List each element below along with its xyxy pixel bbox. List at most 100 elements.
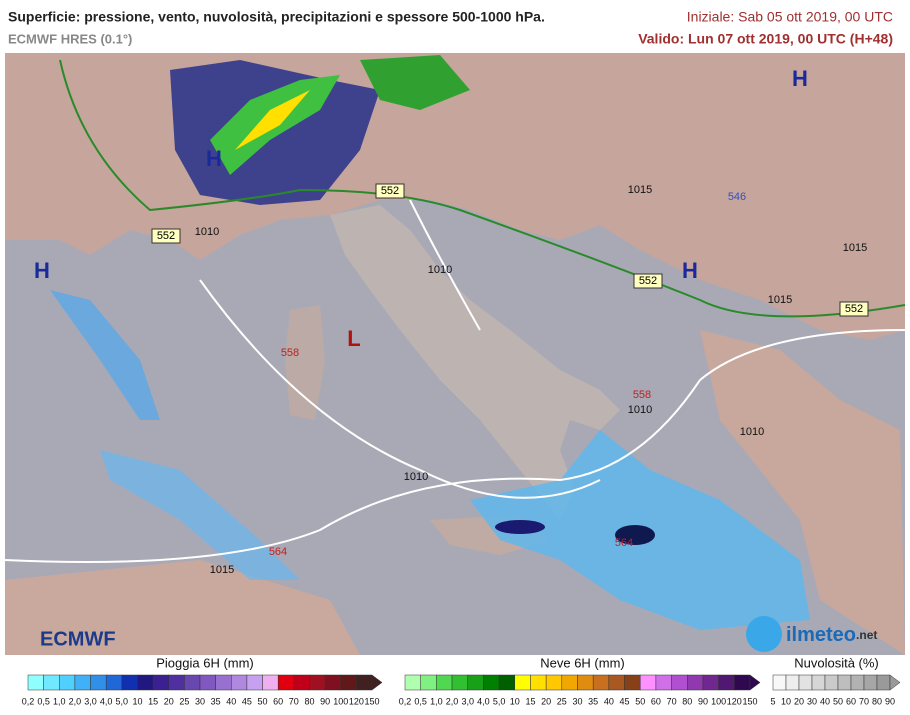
map	[4, 53, 906, 655]
isoline-label: 558	[281, 347, 299, 359]
legend-label: 0,2	[22, 696, 35, 706]
legend-label: 1,0	[430, 696, 443, 706]
legend-label: 0,5	[37, 696, 50, 706]
isoline-label: 552	[157, 230, 175, 242]
precip-sw	[100, 450, 300, 580]
init-time: Iniziale: Sab 05 ott 2019, 00 UTC	[687, 9, 893, 25]
legend-swatch	[184, 674, 201, 691]
legend-swatch	[137, 674, 154, 691]
legend-label: 15	[525, 696, 535, 706]
isoline-label: 1015	[843, 242, 867, 254]
legend-swatch	[59, 674, 76, 691]
isoline-label: 546	[728, 191, 746, 203]
legend-label: 15	[148, 696, 158, 706]
balkans	[700, 330, 905, 655]
legend-swatch	[467, 674, 484, 691]
legend-label: 10	[781, 696, 791, 706]
isobar	[199, 279, 601, 499]
legend-label: 30	[807, 696, 817, 706]
legend-swatch	[404, 674, 421, 691]
legend-swatch	[498, 674, 516, 691]
legend-swatch	[545, 674, 563, 691]
legend-label: 0,2	[399, 696, 412, 706]
legend-swatch	[863, 674, 878, 691]
legend-label: 60	[846, 696, 856, 706]
legend-label: 45	[620, 696, 630, 706]
title: Superficie: pressione, vento, nuvolosità…	[8, 9, 545, 25]
isoline-label: 1015	[210, 564, 234, 576]
isoline-label: 552	[381, 185, 399, 197]
label-box	[375, 183, 405, 199]
legend-swatch	[43, 674, 60, 691]
legend-swatch	[592, 674, 610, 691]
isoline-label: 564	[615, 537, 633, 549]
legend-swatch	[436, 674, 453, 691]
legend-swatch	[420, 674, 437, 691]
legend-label: 0,5	[414, 696, 427, 706]
legend-swatch	[671, 674, 688, 691]
legend-arrow	[889, 674, 901, 691]
legend-swatch	[74, 674, 91, 691]
logo-suffix: .net	[856, 628, 877, 642]
legend-label: 70	[667, 696, 677, 706]
legend-label: 150	[364, 696, 379, 706]
legend-swatch	[231, 674, 248, 691]
isoline-label: 1010	[428, 264, 452, 276]
africa	[5, 560, 360, 655]
legend-swatch	[785, 674, 800, 691]
legend-swatch	[356, 674, 373, 691]
legend-label: 5,0	[493, 696, 506, 706]
valid-time: Valido: Lun 07 ott 2019, 00 UTC (H+48)	[638, 31, 893, 47]
legend-label: 4,0	[100, 696, 113, 706]
legend-label: 35	[588, 696, 598, 706]
legend-swatch	[514, 674, 531, 691]
legend-label: 100	[333, 696, 348, 706]
pressure-center: H	[206, 146, 222, 171]
legend-swatch	[702, 674, 719, 691]
legend-swatch	[837, 674, 852, 691]
precip-core	[615, 525, 655, 545]
logo-text: ilmeteo	[786, 624, 856, 646]
label-box	[633, 273, 663, 289]
legend-swatch	[850, 674, 865, 691]
legend-label: 35	[211, 696, 221, 706]
legend-label: 100	[711, 696, 726, 706]
isoline-label: 552	[845, 303, 863, 315]
legend-label: 90	[320, 696, 330, 706]
label-box	[151, 228, 181, 244]
legend-swatch	[687, 674, 704, 691]
legend-label: 60	[273, 696, 283, 706]
legend-label: 20	[164, 696, 174, 706]
legend-label: 70	[859, 696, 869, 706]
isoline-label: 1010	[628, 404, 652, 416]
pressure-center: H	[792, 66, 808, 91]
legend-swatch	[152, 674, 169, 691]
legend-swatch	[121, 674, 138, 691]
legend-label: 20	[794, 696, 804, 706]
legend-title: Nuvolosità (%)	[794, 655, 879, 670]
legend-label: 3,0	[461, 696, 474, 706]
isobar	[4, 329, 906, 563]
logo-ecmwf: ECMWF	[40, 628, 116, 650]
legend-swatch	[824, 674, 839, 691]
legend-swatch	[639, 674, 657, 691]
legend-label: 4,0	[477, 696, 490, 706]
legend-label: 30	[195, 696, 205, 706]
snow-alps	[360, 55, 470, 110]
label-box	[839, 301, 869, 317]
legend-label: 45	[242, 696, 252, 706]
legend-label: 70	[289, 696, 299, 706]
legend-label: 60	[651, 696, 661, 706]
precip-core	[495, 520, 545, 534]
legend-swatch	[577, 674, 594, 691]
isoline-label: 1010	[740, 426, 764, 438]
sardinia	[285, 305, 325, 420]
legend-label: 50	[635, 696, 645, 706]
legend-swatch	[624, 674, 641, 691]
legend-title: Neve 6H (mm)	[540, 655, 625, 670]
model: ECMWF HRES (0.1°)	[8, 31, 132, 46]
legend-swatch	[215, 674, 232, 691]
pressure-center: L	[347, 326, 360, 351]
legend-swatch	[246, 674, 263, 691]
legend-swatch	[340, 674, 357, 691]
